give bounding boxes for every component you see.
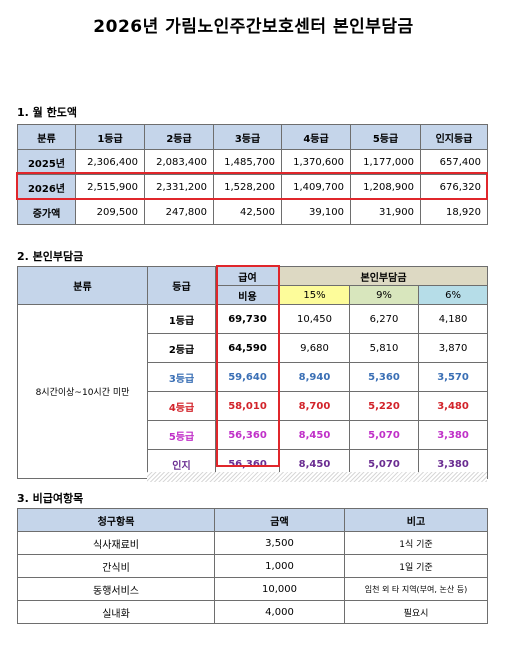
header-cell: 1등급	[75, 124, 145, 150]
table-row: 4등급 58,010 8,700 5,220 3,480	[18, 391, 489, 421]
table-row: 증가액 209,500 247,800 42,500 39,100 31,900…	[17, 199, 488, 225]
time-range-label: 8시간이상~10시간 미만	[17, 304, 148, 479]
item-cell: 실내화	[17, 600, 215, 624]
table-cell: 1,370,600	[281, 149, 351, 175]
rate15-cell: 10,450	[279, 304, 350, 334]
table-cell: 2,083,400	[144, 149, 214, 175]
grade-cell: 3등급	[147, 362, 216, 392]
section-heading-non-covered: 3. 비급여항목	[17, 492, 84, 505]
header-cell: 청구항목	[17, 508, 215, 532]
page-title: 2026년 가림노인주간보호센터 본인부담금	[93, 17, 414, 37]
row-label: 2026년	[17, 174, 76, 200]
grade-cell: 5등급	[147, 420, 216, 450]
rate15-cell: 9,680	[279, 333, 350, 363]
fee-cell: 64,590	[215, 333, 280, 363]
table-row: 2026년 2,515,900 2,331,200 1,528,200 1,40…	[17, 174, 488, 200]
header-cell: 3등급	[213, 124, 282, 150]
table-cell: 1,208,900	[350, 174, 421, 200]
row-label: 증가액	[17, 199, 76, 225]
grade-cell: 2등급	[147, 333, 216, 363]
table-header-row: 청구항목 금액 비고	[17, 508, 488, 532]
amount-cell: 4,000	[214, 600, 345, 624]
table-row: 2025년 2,306,400 2,083,400 1,485,700 1,37…	[17, 149, 488, 175]
header-cell: 5등급	[350, 124, 421, 150]
table-cell: 2,306,400	[75, 149, 145, 175]
table-cell: 247,800	[144, 199, 214, 225]
table-cell: 1,485,700	[213, 149, 282, 175]
table-row: 8시간이상~10시간 미만 1등급 69,730 10,450 6,270 4,…	[17, 304, 489, 479]
copayment-table: 분류 등급 급여 본인부담금 비용 15% 9% 6% 8시간이상~10시간 미…	[17, 266, 489, 479]
section-heading-copayment: 2. 본인부담금	[17, 250, 84, 263]
row-label: 2025년	[17, 149, 76, 175]
table-cell: 1,177,000	[350, 149, 421, 175]
header-cell: 4등급	[281, 124, 351, 150]
table-cell: 39,100	[281, 199, 351, 225]
rate6-cell: 3,870	[417, 333, 489, 363]
header-cell: 2등급	[144, 124, 214, 150]
table-row: 식사재료비 3,500 1식 기준	[17, 531, 488, 555]
table-row: 동행서비스 10,000 임천 외 타 지역(부여, 논산 등)	[17, 577, 488, 601]
header-cell: 인지등급	[420, 124, 488, 150]
table-row: 2등급 64,590 9,680 5,810 3,870	[18, 333, 489, 363]
table-header-row: 분류 등급 급여 본인부담금	[17, 266, 489, 305]
fee-cell: 69,730	[215, 304, 280, 334]
item-cell: 간식비	[17, 554, 215, 578]
table-cell: 209,500	[75, 199, 145, 225]
rate9-cell: 5,360	[349, 362, 419, 392]
item-cell: 동행서비스	[17, 577, 215, 601]
monthly-limit-table: 분류 1등급 2등급 3등급 4등급 5등급 인지등급 2025년 2,306,…	[17, 124, 488, 225]
rate9-cell: 5,070	[349, 420, 419, 450]
table-row: 간식비 1,000 1일 기준	[17, 554, 488, 578]
rate15-cell: 8,940	[279, 362, 350, 392]
header-copayment-group: 본인부담금	[278, 266, 489, 286]
header-cell: 비고	[344, 508, 488, 532]
grade-cell: 1등급	[147, 304, 216, 334]
rate9-cell: 5,810	[349, 333, 419, 363]
header-rate-6: 6%	[417, 285, 489, 305]
fee-cell: 58,010	[215, 391, 280, 421]
header-rate-9: 9%	[349, 285, 419, 305]
rate15-cell: 8,450	[279, 420, 350, 450]
amount-cell: 3,500	[214, 531, 345, 555]
table-cell: 42,500	[213, 199, 282, 225]
section-heading-monthly-limit: 1. 월 한도액	[17, 106, 77, 119]
fee-cell: 56,360	[215, 420, 280, 450]
rate9-cell: 5,220	[349, 391, 419, 421]
table-cell: 657,400	[420, 149, 488, 175]
hatch-divider	[147, 472, 487, 482]
rate15-cell: 8,700	[279, 391, 350, 421]
table-cell: 2,331,200	[144, 174, 214, 200]
header-rate-15: 15%	[279, 285, 350, 305]
note-cell: 필요시	[344, 600, 488, 624]
header-cell: 금액	[214, 508, 345, 532]
non-covered-table: 청구항목 금액 비고 식사재료비 3,500 1식 기준 간식비 1,000 1…	[17, 508, 488, 624]
table-header-row: 분류 1등급 2등급 3등급 4등급 5등급 인지등급	[17, 124, 488, 150]
rate9-cell: 6,270	[349, 304, 419, 334]
item-cell: 식사재료비	[17, 531, 215, 555]
header-fee-line2: 비용	[215, 285, 280, 305]
amount-cell: 1,000	[214, 554, 345, 578]
rate6-cell: 4,180	[417, 304, 489, 334]
table-row: 실내화 4,000 필요시	[17, 600, 488, 624]
header-grade: 등급	[147, 266, 216, 305]
note-cell: 1일 기준	[344, 554, 488, 578]
header-cell: 분류	[17, 124, 76, 150]
header-fee-line1: 급여	[215, 266, 280, 286]
table-header-row: 비용 15% 9% 6%	[18, 285, 489, 305]
table-cell: 18,920	[420, 199, 488, 225]
note-cell: 1식 기준	[344, 531, 488, 555]
table-cell: 31,900	[350, 199, 421, 225]
highlight-2026-row	[16, 172, 488, 200]
note-cell: 임천 외 타 지역(부여, 논산 등)	[344, 577, 488, 601]
table-row: 3등급 59,640 8,940 5,360 3,570	[18, 362, 489, 392]
table-cell: 1,528,200	[213, 174, 282, 200]
rate6-cell: 3,570	[417, 362, 489, 392]
rate6-cell: 3,380	[417, 420, 489, 450]
amount-cell: 10,000	[214, 577, 345, 601]
fee-cell: 59,640	[215, 362, 280, 392]
highlight-fee-column	[216, 265, 280, 467]
header-class: 분류	[17, 266, 148, 305]
grade-cell: 4등급	[147, 391, 216, 421]
rate6-cell: 3,480	[417, 391, 489, 421]
